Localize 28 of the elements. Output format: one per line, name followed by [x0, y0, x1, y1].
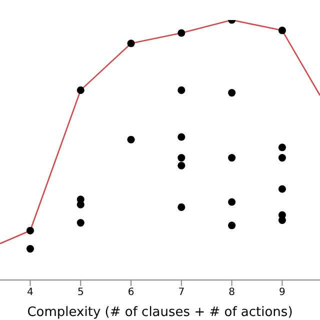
point [178, 203, 186, 211]
x-axis-title: Complexity (# of clauses + # of actions) [27, 305, 293, 320]
x-tick-label: 8 [228, 287, 235, 298]
point [178, 86, 186, 94]
point [178, 154, 186, 162]
point [178, 133, 186, 141]
point [278, 185, 286, 193]
x-tick-label: 6 [128, 287, 134, 298]
point [228, 198, 236, 206]
point [178, 29, 186, 37]
point [278, 26, 286, 34]
point [228, 89, 236, 97]
point [26, 245, 34, 253]
x-tick-label: 5 [77, 287, 84, 298]
point [278, 154, 286, 162]
point [26, 226, 34, 234]
point [76, 86, 84, 94]
x-tick-label: 7 [178, 287, 185, 298]
point [76, 200, 84, 208]
point [178, 162, 186, 170]
point [228, 154, 236, 162]
point [127, 40, 135, 48]
point [76, 219, 84, 227]
point [127, 136, 135, 144]
x-tick-label: 9 [279, 287, 286, 298]
point [228, 222, 236, 230]
x-tick-label: 4 [27, 287, 34, 298]
point [278, 144, 286, 152]
